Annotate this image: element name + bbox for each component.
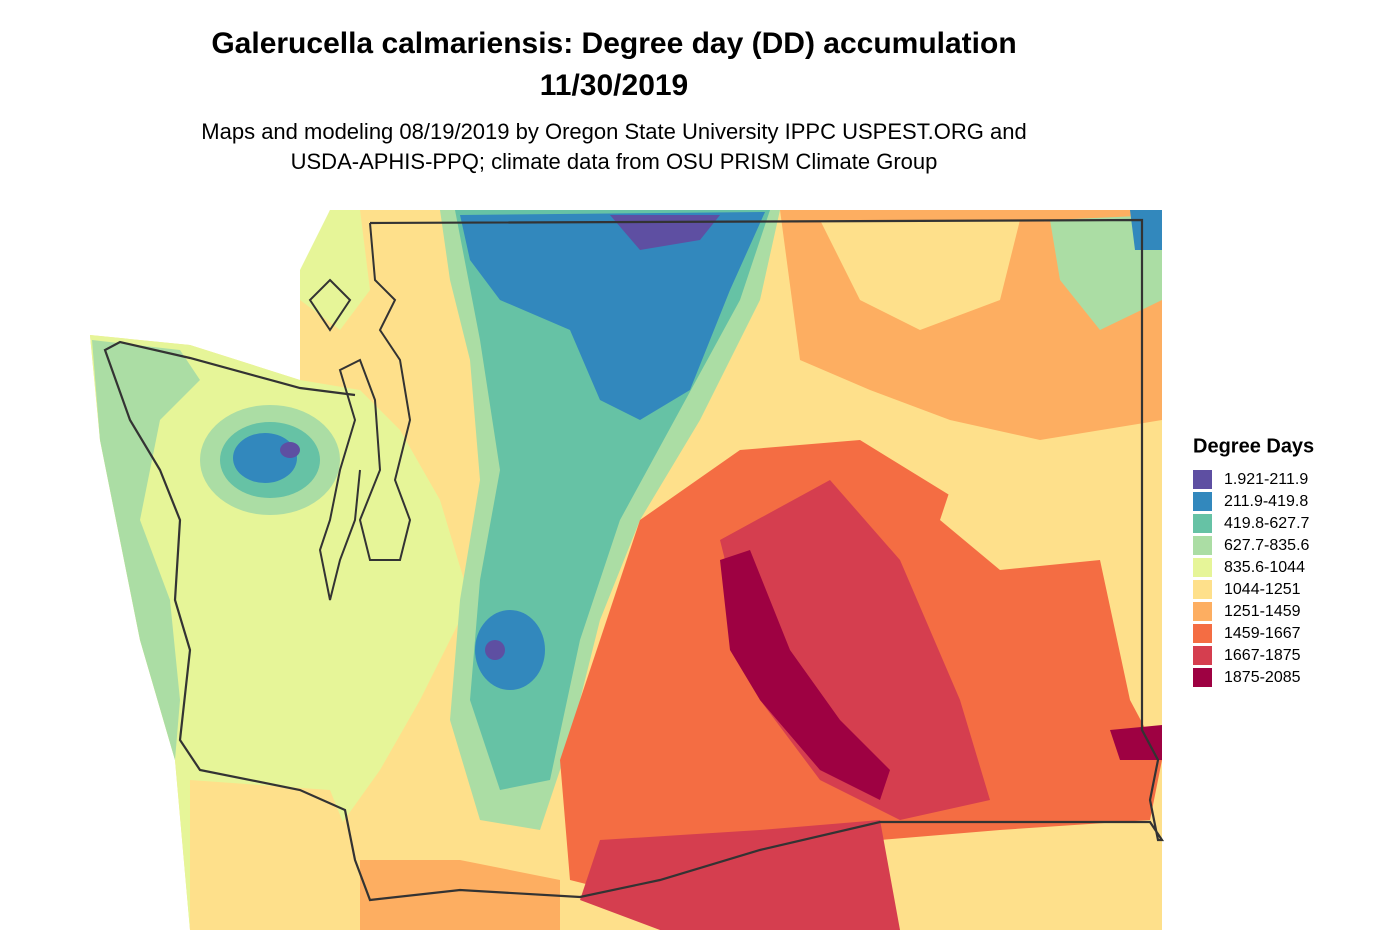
legend-swatch (1193, 624, 1212, 643)
legend-swatch (1193, 558, 1212, 577)
legend-label: 1875-2085 (1224, 669, 1301, 686)
legend-label: 835.6-1044 (1224, 559, 1305, 576)
legend-label: 627.7-835.6 (1224, 537, 1310, 554)
map-region (460, 212, 765, 420)
map-region (485, 640, 505, 660)
map-region (92, 340, 200, 760)
subtitle: Maps and modeling 08/19/2019 by Oregon S… (201, 119, 1026, 144)
legend-swatch (1193, 514, 1212, 533)
legend-label: 1.921-211.9 (1224, 471, 1308, 488)
legend-label: 419.8-627.7 (1224, 515, 1310, 532)
legend: 1.921-211.9 211.9-419.8 419.8-627.7 627.7-8… (1193, 470, 1310, 687)
map-region (360, 860, 560, 930)
map-region (580, 820, 900, 930)
map-region (475, 610, 545, 690)
legend-title: Degree Days (1193, 435, 1314, 457)
legend-swatch (1193, 492, 1212, 511)
legend-swatch (1193, 580, 1212, 599)
legend-swatch (1193, 646, 1212, 665)
title: Galerucella calmariensis: Degree day (DD… (211, 27, 1016, 60)
legend-label: 211.9-419.8 (1224, 493, 1308, 510)
legend-swatch (1193, 470, 1212, 489)
map-region (1110, 725, 1162, 760)
map-region (820, 220, 1020, 330)
legend-label: 1044-1251 (1224, 581, 1301, 598)
legend-swatch (1193, 668, 1212, 687)
legend-label: 1459-1667 (1224, 625, 1301, 642)
puget-sound-outline (308, 222, 412, 601)
map-region (940, 460, 1100, 570)
map-region (300, 210, 370, 330)
legend-label: 1667-1875 (1224, 647, 1301, 664)
map-region (1130, 210, 1162, 250)
subtitle: USDA-APHIS-PPQ; climate data from OSU PR… (291, 149, 938, 174)
legend-label: 1251-1459 (1224, 603, 1301, 620)
legend-swatch (1193, 602, 1212, 621)
title: 11/30/2019 (540, 69, 689, 102)
map-region (1050, 215, 1162, 330)
map-region (190, 780, 360, 930)
map-region (720, 480, 990, 820)
map-region (610, 215, 720, 250)
map-region (233, 433, 297, 483)
map (90, 210, 1165, 930)
map-region (280, 442, 300, 458)
legend-swatch (1193, 536, 1212, 555)
state-border (103, 218, 1165, 902)
map-region (720, 550, 890, 800)
